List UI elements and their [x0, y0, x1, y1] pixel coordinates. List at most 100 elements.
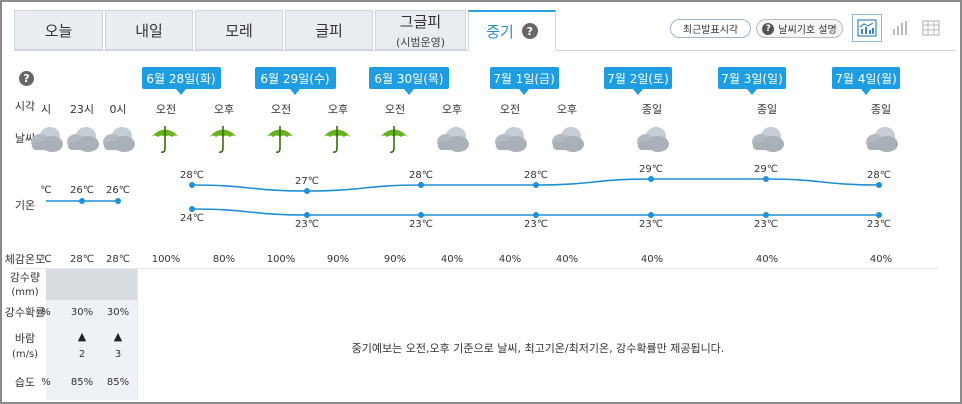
cloudy-icon	[749, 124, 785, 158]
period-label: 오전	[155, 103, 177, 116]
tab-tomorrow[interactable]: 내일	[105, 10, 193, 50]
period-label: 종일	[641, 103, 663, 116]
tab-label: 모레	[225, 21, 253, 40]
past-humidity: 85%	[70, 377, 94, 388]
date-badge: 7월 2일(토)	[604, 67, 672, 95]
past-temp: 26℃	[106, 185, 130, 196]
date-badge: 6월 29일(수)	[254, 67, 336, 95]
date-badge: 6월 30일(목)	[369, 67, 449, 95]
umbrella-icon	[320, 122, 356, 156]
low-temp-label: 23℃	[409, 219, 433, 230]
date-badge: 7월 3일(일)	[718, 67, 786, 95]
past-humidity: %	[41, 377, 51, 388]
tab-divider	[14, 50, 468, 51]
cloudy-icon	[100, 124, 136, 158]
low-temp-label: 23℃	[639, 219, 663, 230]
rain-probability: 40%	[869, 254, 893, 265]
period-label: 오후	[556, 103, 578, 116]
cloudy-icon	[634, 124, 670, 158]
tab-4days[interactable]: 그글피 (시범운영)	[375, 10, 466, 50]
rain-probability: 40%	[640, 254, 664, 265]
help-icon: ?	[762, 22, 775, 35]
bar-view-button[interactable]	[885, 14, 915, 42]
help-icon[interactable]: ?	[19, 71, 34, 86]
tab-day-after[interactable]: 모레	[195, 10, 283, 50]
past-wind-speed: 3	[114, 349, 122, 360]
row-label-wind-unit: (m/s)	[11, 349, 39, 360]
period-label: 오전	[499, 103, 521, 116]
past-time: 23시	[69, 103, 95, 116]
rain-probability: 100%	[266, 254, 296, 265]
weather-symbol-guide-button[interactable]: ? 날씨기호 설명	[756, 19, 843, 38]
rain-probability: 40%	[755, 254, 779, 265]
tab-label: 글피	[315, 21, 343, 40]
period-label: 종일	[870, 103, 892, 116]
high-temp-label: 27℃	[295, 176, 319, 187]
tab-midterm[interactable]: 중기 ?	[468, 10, 556, 51]
period-label: 오전	[384, 103, 406, 116]
high-temp-label: 29℃	[639, 164, 663, 175]
button-label: 최근발표시각	[682, 25, 739, 36]
table-view-button[interactable]	[916, 14, 946, 42]
cloudy-icon	[549, 124, 585, 158]
rain-probability: 40%	[440, 254, 464, 265]
help-icon[interactable]: ?	[521, 23, 538, 39]
row-label-temp: 기온	[14, 199, 36, 212]
date-badge: 7월 4일(월)	[832, 67, 900, 95]
midterm-notice-text: 중기예보는 오전,오후 기준으로 날씨, 최고기온/최저기온, 강수확률만 제공…	[351, 342, 725, 355]
past-feels: ℃	[40, 254, 52, 265]
rain-probability: 80%	[212, 254, 236, 265]
period-label: 오전	[270, 103, 292, 116]
row-label-humidity: 습도	[14, 376, 36, 389]
graph-view-button[interactable]	[852, 14, 882, 42]
tab-label: 중기	[486, 22, 514, 41]
past-temp: ℃	[40, 185, 52, 196]
low-temp-label: 23℃	[754, 219, 778, 230]
past-temp: 26℃	[70, 185, 94, 196]
cloudy-icon	[28, 124, 64, 158]
umbrella-icon	[377, 122, 413, 156]
bar-chart-icon	[893, 21, 907, 35]
tab-label: 오늘	[44, 21, 73, 40]
button-label: 날씨기호 설명	[778, 25, 837, 36]
wind-direction-icon: ▲	[77, 330, 87, 343]
umbrella-icon	[263, 122, 299, 156]
period-label: 오후	[327, 103, 349, 116]
past-rain-prob: 30%	[106, 307, 130, 318]
low-temp-label: 24℃	[180, 213, 204, 224]
cloudy-icon	[863, 124, 899, 158]
past-rain-prob: %	[41, 307, 51, 318]
tab-sublabel: (시범운영)	[395, 35, 446, 49]
past-feels: 28℃	[70, 254, 94, 265]
past-wind-speed: 2	[78, 349, 86, 360]
rain-probability: 40%	[498, 254, 522, 265]
row-label-wind: 바람	[14, 332, 36, 345]
past-humidity: 85%	[106, 377, 130, 388]
tab-3days[interactable]: 글피	[285, 10, 373, 50]
past-time: 0시	[109, 103, 127, 116]
rain-probability: 40%	[555, 254, 579, 265]
low-temp-label: 23℃	[524, 219, 548, 230]
tab-label: 내일	[135, 21, 163, 40]
high-temp-label: 28℃	[409, 170, 433, 181]
rain-probability: 100%	[151, 254, 181, 265]
wind-direction-icon: ▲	[113, 330, 123, 343]
high-temp-label: 28℃	[524, 170, 548, 181]
row-label-rain-unit: (mm)	[11, 287, 39, 298]
cloudy-icon	[64, 124, 100, 158]
row-label-weather: 날씨	[14, 132, 36, 145]
period-label: 종일	[756, 103, 778, 116]
latest-release-button[interactable]: 최근발표시각	[670, 19, 751, 38]
row-label-rain-amount: 강수량	[9, 271, 41, 284]
rain-amount-band	[46, 268, 137, 300]
past-feels: 28℃	[106, 254, 130, 265]
low-temp-label: 23℃	[295, 219, 319, 230]
high-temp-label: 28℃	[867, 170, 891, 181]
date-badge: 7월 1일(금)	[489, 67, 559, 95]
tab-today[interactable]: 오늘	[14, 10, 103, 50]
umbrella-icon	[148, 122, 184, 156]
umbrella-icon	[206, 122, 242, 156]
row-label-feels: 체감온도	[4, 253, 46, 266]
midterm-notice-area	[137, 268, 939, 400]
